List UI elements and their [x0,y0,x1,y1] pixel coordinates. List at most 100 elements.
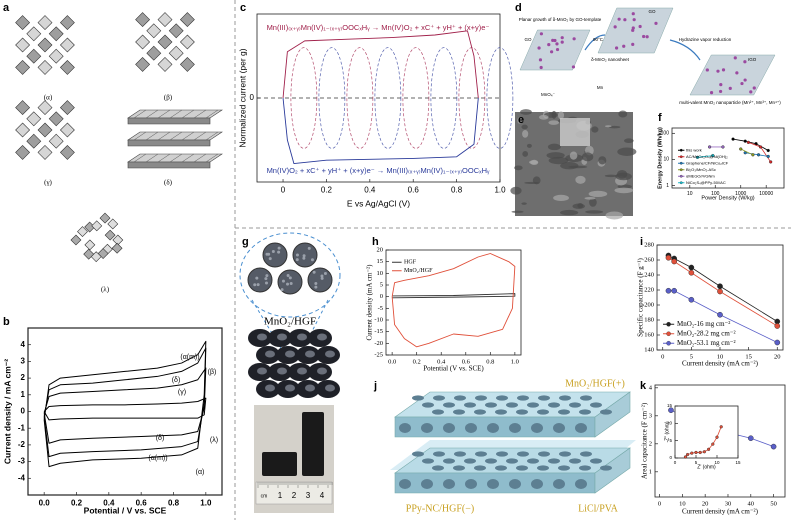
y-tick-label: 1 [649,468,652,475]
particle [743,78,747,82]
polyhedron [146,23,162,39]
sem-texture [547,143,561,151]
particle [538,58,543,62]
sem-texture [551,110,557,119]
sphere-texture [268,257,272,261]
x-tick-label: 0.2 [413,358,421,365]
layer-edge [145,153,159,163]
point [719,425,723,429]
y-tick-label: 4 [649,384,653,391]
polyhedron [107,218,119,230]
legend-marker [666,331,671,336]
diagram-text: 90°C [593,37,604,42]
y-tick-label: 1 [666,183,669,189]
particle [547,43,551,47]
sem-texture [615,172,632,181]
point [774,323,781,329]
sem-texture [608,125,621,129]
particle [555,47,560,52]
panel-label: j [373,380,377,392]
particle [740,81,744,86]
device-label: LiCl/PVA [578,503,619,514]
diagram-text: Hydrazine vapor reduction [679,37,732,42]
pore [559,395,571,401]
point [747,435,754,442]
point [688,296,695,303]
particle [705,68,709,72]
pore [580,451,592,457]
sphere-texture [280,288,284,292]
particle [716,69,720,73]
polyhedron [83,248,95,260]
x-axis-label: Power Density (W/kg) [701,195,754,201]
layer-edge [205,153,219,163]
sphere-texture [302,254,306,258]
sphere-texture [314,285,318,289]
point [731,137,735,141]
sem-texture [617,184,632,189]
foam-pore [297,333,307,341]
sheet [689,54,776,96]
polyhedron [104,229,116,241]
layer-edge [205,131,219,141]
plot-frame [674,405,739,459]
polyhedron [135,12,151,28]
layer-edge [157,153,171,163]
polyhedron [91,220,103,232]
foam-pore [325,350,335,358]
pore [495,465,507,471]
sphere-texture [312,270,316,274]
point [708,145,712,149]
y-tick-label: 140 [644,346,654,353]
layer-edge [157,109,171,119]
device-label: PPy-NC/HGF(−) [406,503,474,514]
structure-label: (α) [44,94,53,102]
polyhedron [59,15,75,31]
y-axis-label: Areal capacitance (F cm⁻²) [641,402,649,479]
y-tick-label: 2 [21,373,26,382]
x-tick-label: 0.2 [71,498,83,507]
y-axis-label: Specific capacitance (F g⁻¹) [637,257,645,336]
y-tick-label: 220 [644,286,654,293]
y-tick-label: 100 [661,131,670,137]
panel-label: g [242,236,249,248]
point [743,139,747,143]
polyhedron [168,45,184,61]
pore [443,479,455,489]
sem-texture [510,186,522,195]
ruler-label: 2 [292,491,297,500]
pore [516,465,528,471]
pore [506,402,518,408]
y-tick-label: 10 [667,421,673,426]
point [766,154,770,159]
y-tick-label: 280 [644,241,654,248]
x-tick-label: 0.0 [39,498,51,507]
particle [638,24,642,29]
x-tick-label: 10000 [759,191,773,197]
panel-label: k [640,380,647,392]
sem-texture [524,181,540,184]
x-tick-label: 0.4 [103,498,115,507]
pore [527,458,539,464]
point [685,452,690,457]
point [739,147,743,151]
annotation: (λ) [210,437,218,444]
x-tick-label: 30 [725,500,732,507]
sem-texture [569,151,578,160]
point [758,145,763,149]
pore [517,451,529,457]
legend-label: this work [686,147,702,152]
point [706,447,711,451]
annotation: (α) [196,469,205,476]
y-tick-label: 5 [380,281,383,288]
pore [516,409,528,415]
foam-pore [265,384,275,392]
pore [464,458,476,464]
sphere-texture [323,272,327,276]
sem-texture [585,210,604,214]
pore [559,451,571,457]
particle [555,42,559,46]
sem-texture [588,190,608,198]
ruler-label: 3 [306,491,311,500]
structure-label: (λ) [101,286,110,294]
